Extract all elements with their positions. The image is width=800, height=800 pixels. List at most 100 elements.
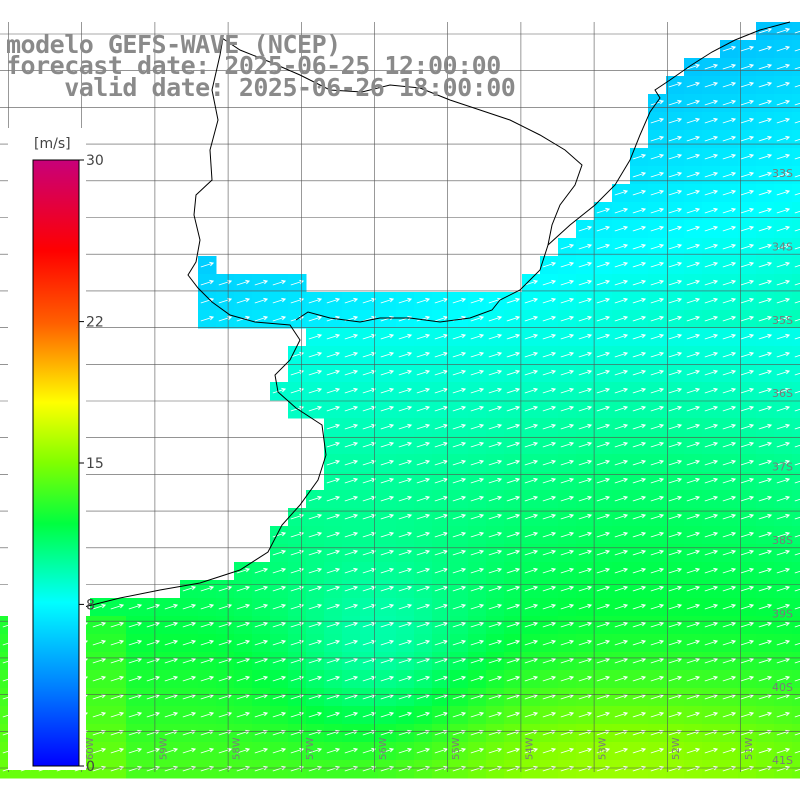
wind-arrow [434,423,449,430]
wind-arrow [362,603,377,610]
wind-arrow [794,228,800,232]
wind-arrow [596,477,611,484]
wind-arrow [596,567,611,574]
wind-arrow [776,585,791,592]
wind-arrow [578,279,593,286]
wind-arrow [146,657,161,664]
wind-arrow [614,225,629,232]
wind-arrow [686,423,701,430]
wind-arrow [470,549,485,556]
wind-arrow [704,603,719,610]
wind-arrow [344,765,359,772]
wind-arrow [776,441,791,448]
wind-arrow [776,711,791,718]
wind-arrow [776,153,791,160]
wind-cell [792,202,800,221]
wind-arrow [740,333,755,340]
wind-arrow [398,549,413,556]
wind-arrow [794,174,800,178]
wind-arrow [632,189,647,196]
wind-arrow [560,261,575,268]
wind-arrow [596,513,611,520]
latitude-label: 33S [772,167,793,180]
wind-arrow [668,405,683,412]
wind-arrow [794,390,800,394]
wind-arrow [128,747,143,754]
wind-arrow [740,765,755,772]
wind-arrow [452,657,467,664]
colorbar-tick-label: 22 [86,315,104,331]
wind-arrow [434,351,449,358]
wind-arrow [92,747,107,754]
wind-arrow [398,765,413,772]
wind-arrow [308,621,323,628]
wind-arrow [218,279,233,286]
wind-arrow [200,711,215,718]
wind-arrow [596,585,611,592]
wind-arrow [794,462,800,466]
wind-arrow [272,711,287,718]
wind-arrow [668,81,683,88]
wind-arrow [668,603,683,610]
wind-arrow [632,657,647,664]
wind-arrow [434,567,449,574]
wind-arrow [578,405,593,412]
wind-arrow [614,549,629,556]
wind-arrow [452,333,467,340]
wind-arrow [416,351,431,358]
wind-arrow [452,459,467,466]
wind-arrow [434,711,449,718]
wind-arrow [362,765,377,772]
wind-arrow [560,279,575,286]
wind-arrow [110,603,125,610]
wind-arrow [596,315,611,322]
wind-arrow [794,552,800,556]
wind-arrow [362,531,377,538]
wind-arrow [470,639,485,646]
wind-arrow [470,747,485,754]
wind-arrow [488,513,503,520]
wind-arrow [524,369,539,376]
wind-arrow [524,315,539,322]
wind-cell [792,562,800,581]
wind-arrow [614,405,629,412]
wind-arrow [596,279,611,286]
wind-arrow [596,657,611,664]
wind-arrow [776,387,791,394]
wind-arrow [416,495,431,502]
wind-arrow [560,603,575,610]
wind-arrow [416,585,431,592]
wind-arrow [758,135,773,142]
wind-arrow [686,459,701,466]
wind-arrow [128,603,143,610]
wind-arrow [704,531,719,538]
wind-arrow [740,459,755,466]
wind-arrow [380,675,395,682]
wind-arrow [506,549,521,556]
wind-arrow [542,495,557,502]
wind-arrow [740,207,755,214]
wind-arrow [434,441,449,448]
wind-arrow [614,387,629,394]
wind-arrow [614,531,629,538]
wind-arrow [488,351,503,358]
wind-arrow [308,333,323,340]
coastline-brazil [547,21,791,246]
wind-arrow [704,747,719,754]
wind-arrow [578,459,593,466]
wind-arrow [776,45,791,52]
wind-arrow [218,711,233,718]
wind-arrow [128,765,143,772]
wind-arrow [632,225,647,232]
wind-arrow [308,297,323,304]
wind-arrow [380,513,395,520]
wind-arrow [794,408,800,412]
wind-arrow [560,477,575,484]
wind-arrow [416,765,431,772]
wind-arrow [398,405,413,412]
wind-arrow [362,387,377,394]
wind-arrow [794,480,800,484]
wind-arrow [542,459,557,466]
wind-arrow [560,549,575,556]
model-title: modelo GEFS-WAVE (NCEP) [6,30,341,59]
